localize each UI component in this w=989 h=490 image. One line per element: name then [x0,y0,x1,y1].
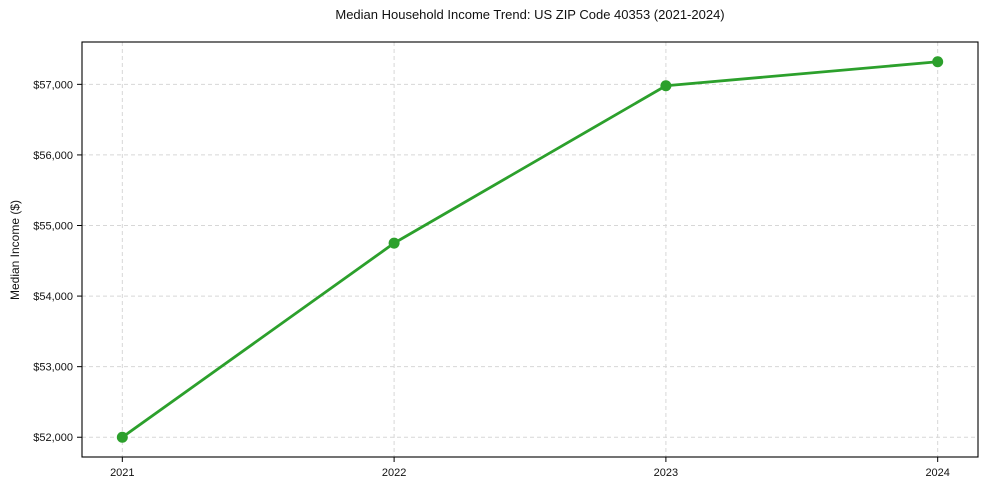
data-point [660,80,672,92]
y-tick-label: $53,000 [33,362,73,374]
y-tick-label: $52,000 [33,432,73,444]
y-tick-label: $54,000 [33,291,73,303]
x-tick-label: 2023 [654,467,678,479]
chart-title: Median Household Income Trend: US ZIP Co… [335,7,725,22]
y-tick-label: $57,000 [33,79,73,91]
data-point [116,431,128,443]
x-tick-label: 2024 [925,467,949,479]
trend-line [120,60,940,439]
data-point [932,56,944,68]
x-tick-label: 2022 [382,467,406,479]
plot-frame [81,41,979,458]
y-tick-label: $56,000 [33,150,73,162]
y-tick-label: $55,000 [33,221,73,233]
x-tick-label: 2021 [110,467,134,479]
data-point [388,237,400,249]
